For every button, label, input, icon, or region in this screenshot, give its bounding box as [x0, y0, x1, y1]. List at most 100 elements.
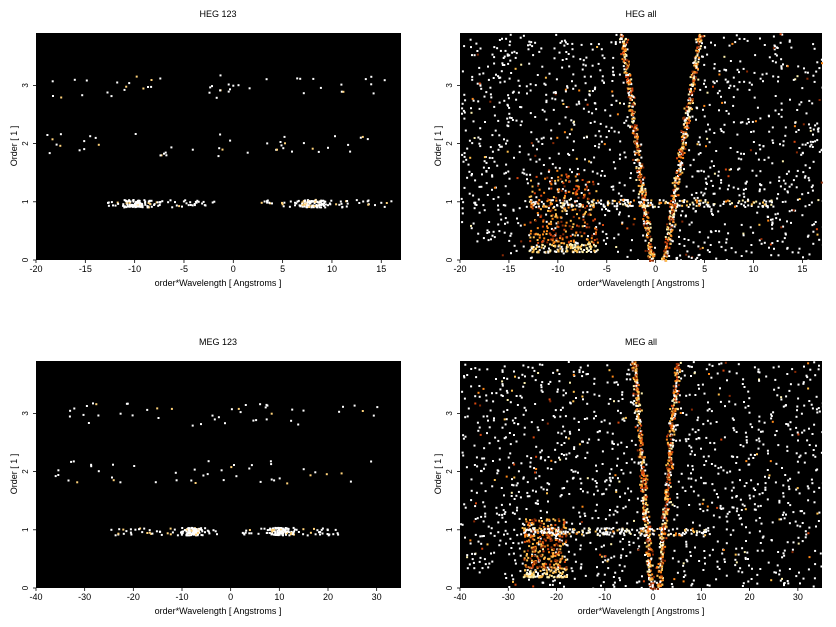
event-pixel [632, 158, 635, 161]
event-pixel [302, 533, 305, 536]
event-pixel [643, 456, 646, 459]
event-pixel [807, 362, 810, 365]
event-pixel [563, 185, 566, 188]
event-pixel [540, 194, 543, 197]
event-pixel [461, 451, 464, 454]
event-pixel [767, 561, 770, 564]
event-pixel [198, 531, 201, 534]
event-pixel [645, 235, 648, 238]
event-pixel [522, 364, 525, 367]
event-pixel [648, 568, 651, 571]
event-pixel [668, 232, 671, 235]
event-pixel [744, 406, 747, 409]
event-pixel [547, 207, 550, 210]
event-pixel [506, 221, 509, 224]
event-pixel [681, 153, 684, 156]
event-pixel [790, 46, 793, 49]
event-pixel [475, 204, 478, 206]
event-pixel [530, 245, 533, 248]
x-tick-label: -5 [603, 264, 611, 274]
event-pixel [708, 141, 711, 144]
event-pixel [549, 400, 552, 403]
event-pixel [603, 544, 605, 547]
event-pixel [765, 72, 768, 75]
event-pixel [683, 138, 686, 141]
event-pixel [640, 424, 643, 427]
event-pixel [688, 88, 691, 91]
event-pixel [795, 575, 798, 578]
event-pixel [647, 244, 650, 247]
event-pixel [678, 149, 681, 152]
event-pixel [821, 62, 823, 65]
event-pixel [548, 222, 551, 225]
event-pixel [798, 247, 801, 250]
event-pixel [745, 180, 748, 183]
event-pixel [479, 404, 482, 407]
event-pixel [620, 194, 623, 197]
event-pixel [679, 173, 682, 176]
event-pixel [493, 551, 496, 554]
event-pixel [509, 443, 512, 446]
event-pixel [214, 530, 217, 533]
event-pixel [694, 258, 697, 261]
event-pixel [318, 531, 320, 534]
event-pixel [542, 488, 545, 491]
event-pixel [561, 180, 564, 183]
event-pixel [610, 126, 613, 129]
event-pixel [638, 154, 641, 156]
event-pixel [504, 222, 506, 225]
event-pixel [620, 554, 623, 557]
event-pixel [627, 81, 629, 84]
event-pixel [535, 244, 538, 247]
event-pixel [293, 533, 295, 536]
event-pixel [497, 148, 500, 151]
event-pixel [516, 534, 519, 537]
event-pixel [190, 534, 193, 537]
event-pixel [549, 233, 552, 236]
event-pixel [484, 563, 487, 566]
event-pixel [812, 133, 814, 136]
event-pixel [582, 215, 585, 218]
event-pixel [326, 529, 329, 532]
event-pixel [608, 422, 611, 425]
event-pixel [601, 79, 604, 82]
event-pixel [536, 251, 539, 254]
event-pixel [638, 175, 641, 178]
event-pixel [709, 244, 712, 246]
event-pixel [813, 577, 816, 580]
event-pixel [708, 103, 711, 106]
event-pixel [46, 134, 49, 136]
event-pixel [560, 174, 563, 177]
event-pixel [117, 202, 120, 205]
event-pixel [610, 41, 613, 44]
event-pixel [776, 564, 779, 567]
event-pixel [563, 555, 566, 558]
event-pixel [320, 204, 323, 206]
event-pixel [757, 428, 760, 431]
event-pixel [338, 410, 341, 413]
event-pixel [786, 449, 789, 452]
event-pixel [579, 477, 582, 480]
event-pixel [627, 96, 630, 99]
event-pixel [743, 204, 745, 207]
event-pixel [498, 134, 501, 137]
event-pixel [614, 43, 617, 45]
event-pixel [671, 216, 674, 219]
event-pixel [490, 96, 493, 99]
event-pixel [688, 433, 691, 436]
event-pixel [562, 103, 565, 105]
event-pixel [717, 467, 720, 470]
event-pixel [671, 557, 674, 560]
event-pixel [499, 539, 502, 542]
event-pixel [683, 116, 686, 119]
event-pixel [762, 205, 765, 208]
event-pixel [648, 584, 651, 587]
event-pixel [706, 505, 709, 508]
event-pixel [559, 582, 561, 585]
event-pixel [754, 489, 757, 491]
event-pixel [723, 436, 726, 439]
event-pixel [144, 200, 147, 203]
event-pixel [595, 228, 598, 231]
event-pixel [153, 203, 156, 206]
event-pixel [611, 447, 614, 450]
